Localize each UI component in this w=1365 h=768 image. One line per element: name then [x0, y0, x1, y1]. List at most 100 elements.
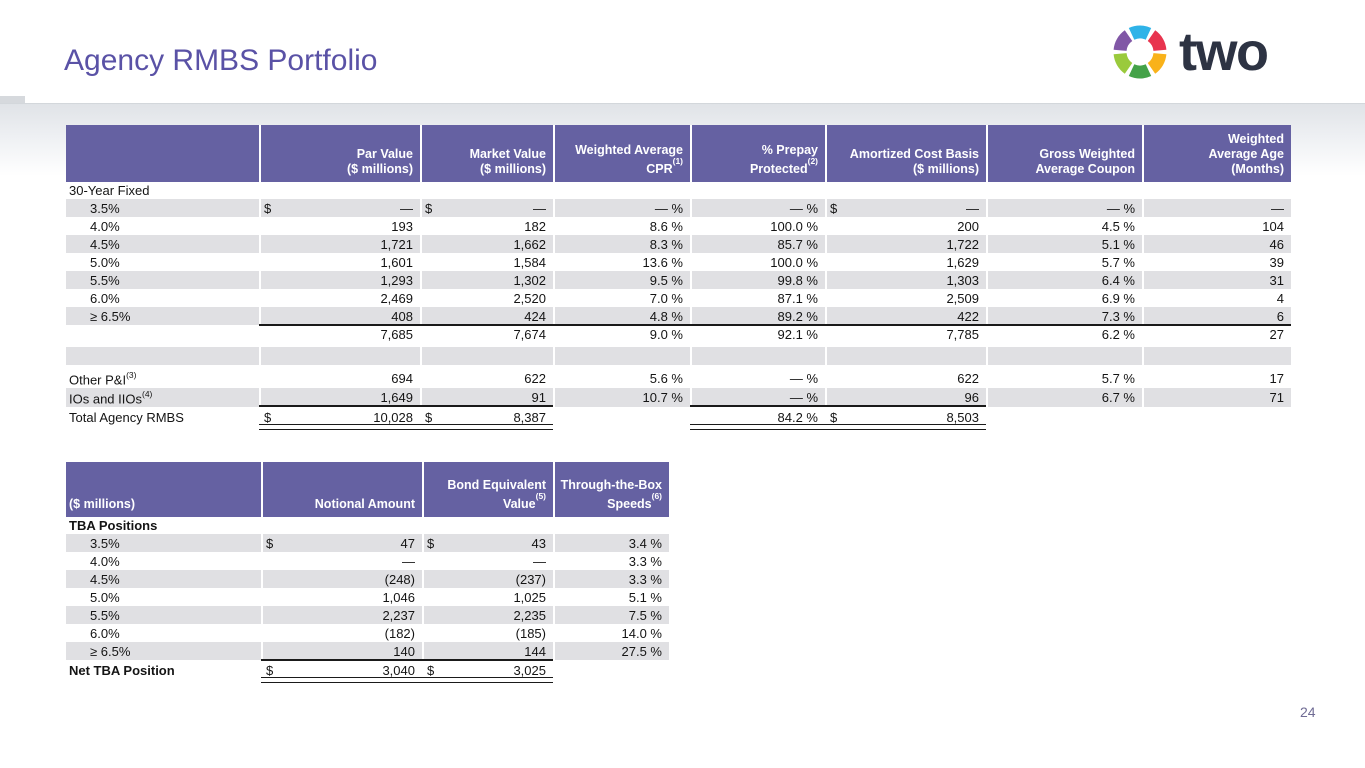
cell: —: [1142, 199, 1291, 217]
subtotal-rule: [259, 324, 1291, 326]
cell: 5.6 %: [553, 369, 690, 388]
cell: 85.7 %: [690, 235, 825, 253]
cell: — %: [986, 199, 1142, 217]
cell: 3.4 %: [553, 534, 669, 552]
table-row: 5.5% 2,237 2,235 7.5 %: [66, 606, 669, 624]
cell: 2,509: [825, 289, 986, 307]
cell: 87.1 %: [690, 289, 825, 307]
cell: 5.1 %: [986, 235, 1142, 253]
cell: 5.7 %: [986, 253, 1142, 271]
cell: 99.8 %: [690, 271, 825, 289]
table-row: 4.5% 1,721 1,662 8.3 % 85.7 % 1,722 5.1 % 46: [66, 235, 1291, 253]
table-row: 4.0% 193 182 8.6 % 100.0 % 200 4.5 % 104: [66, 217, 1291, 235]
col-header-weighted-average-cpr: Weighted Average CPR(1): [553, 125, 690, 182]
cell: 408: [259, 307, 420, 325]
cell: 3.3 %: [553, 570, 669, 588]
cell: 5.1 %: [553, 588, 669, 606]
total-double-rule-right: [690, 424, 986, 430]
net-tba-double-rule: [261, 677, 553, 683]
table-row: 6.0% 2,469 2,520 7.0 % 87.1 % 2,509 6.9 % 4: [66, 289, 1291, 307]
cell: [420, 344, 553, 369]
cell: 6.4 %: [986, 271, 1142, 289]
row-label: ≥ 6.5%: [66, 642, 261, 660]
cell: 104: [1142, 217, 1291, 235]
cell: 1,601: [259, 253, 420, 271]
cell: 6.7 %: [986, 388, 1142, 407]
cell: —: [261, 552, 422, 570]
cell: 2,237: [261, 606, 422, 624]
cell: 140: [261, 642, 422, 660]
cell: 91: [420, 388, 553, 407]
col-header-market-value: Market Value ($ millions): [420, 125, 553, 182]
cell: 3.3 %: [553, 552, 669, 570]
cell: 4.8 %: [553, 307, 690, 325]
cell: 144: [422, 642, 553, 660]
cell: [986, 344, 1142, 369]
cell: 1,303: [825, 271, 986, 289]
cell: $8,387: [420, 407, 553, 427]
cell: 193: [259, 217, 420, 235]
agency-rmbs-table: Par Value ($ millions) Market Value ($ mil…: [66, 125, 1291, 430]
row-label: 5.5%: [66, 271, 259, 289]
cell: [553, 344, 690, 369]
row-label: 30-Year Fixed: [66, 182, 1291, 199]
cell: 8.3 %: [553, 235, 690, 253]
cell: 7.0 %: [553, 289, 690, 307]
table-row: 5.0% 1,046 1,025 5.1 %: [66, 588, 669, 606]
cell: 7,685: [259, 325, 420, 344]
col-header-bond-equivalent-value: Bond Equivalent Value(5): [422, 462, 553, 517]
col-header-through-the-box-speeds: Through-the-Box Speeds(6): [553, 462, 669, 517]
col-header-notional-amount: Notional Amount: [261, 462, 422, 517]
cell: [1142, 407, 1291, 427]
cell: 27.5 %: [553, 642, 669, 660]
cell: 7,674: [420, 325, 553, 344]
cell: — %: [690, 388, 825, 407]
cell: 1,721: [259, 235, 420, 253]
row-label: 6.0%: [90, 290, 120, 306]
row-label: [66, 325, 259, 344]
cell: $ —: [420, 199, 553, 217]
cell: $3,040: [261, 660, 422, 680]
total-top-rule-left: [259, 405, 553, 407]
row-label: IOs and IIOs(4): [66, 388, 259, 407]
tba-table-body: TBA Positions 3.5% $47 $43 3.4 % 4.0% — —3.3 % 4…: [66, 517, 669, 680]
row-label: 4.0%: [90, 218, 120, 234]
cell: 1,293: [259, 271, 420, 289]
cell: [259, 344, 420, 369]
table-row: 3.5% $47 $43 3.4 %: [66, 534, 669, 552]
cell: 100.0 %: [690, 253, 825, 271]
cell: 1,302: [420, 271, 553, 289]
table-row: ≥ 6.5% 140 144 27.5 %: [66, 642, 669, 660]
cell: $ —: [825, 199, 986, 217]
cell: $3,025: [422, 660, 553, 680]
cell: 5.7 %: [986, 369, 1142, 388]
cell: 1,629: [825, 253, 986, 271]
row-label: 5.0%: [90, 589, 120, 605]
cell: $43: [422, 534, 553, 552]
cell: 7.5 %: [553, 606, 669, 624]
cell: 9.0 %: [553, 325, 690, 344]
cell: $47: [261, 534, 422, 552]
cell: (185): [422, 624, 553, 642]
cell: 6.9 %: [986, 289, 1142, 307]
page-title: Agency RMBS Portfolio: [64, 44, 378, 77]
cell: — %: [690, 199, 825, 217]
table-row: [66, 344, 1291, 369]
table-row: ≥ 6.5% 408 424 4.8 % 89.2 % 422 7.3 % 6: [66, 307, 1291, 325]
table-row: 4.5% (248) (237) 3.3 %: [66, 570, 669, 588]
col-header-millions: ($ millions): [66, 462, 261, 517]
row-label: 6.0%: [90, 625, 120, 641]
total-double-rule-left: [259, 424, 553, 430]
cell: 1,722: [825, 235, 986, 253]
cell: 6: [1142, 307, 1291, 325]
cell: [553, 660, 669, 680]
cell: 622: [420, 369, 553, 388]
cell: 2,520: [420, 289, 553, 307]
table-row: Total Agency RMBS $10,028 $8,387 84.2 % $8,5…: [66, 407, 1291, 427]
tba-table-header: ($ millions) Notional Amount Bond Equiva…: [66, 462, 669, 517]
col-header-weighted-average-age: Weighted Average Age (Months): [1142, 125, 1291, 182]
cell: 7.3 %: [986, 307, 1142, 325]
cell: 46: [1142, 235, 1291, 253]
cell: — %: [690, 369, 825, 388]
row-label: 4.0%: [90, 553, 120, 569]
